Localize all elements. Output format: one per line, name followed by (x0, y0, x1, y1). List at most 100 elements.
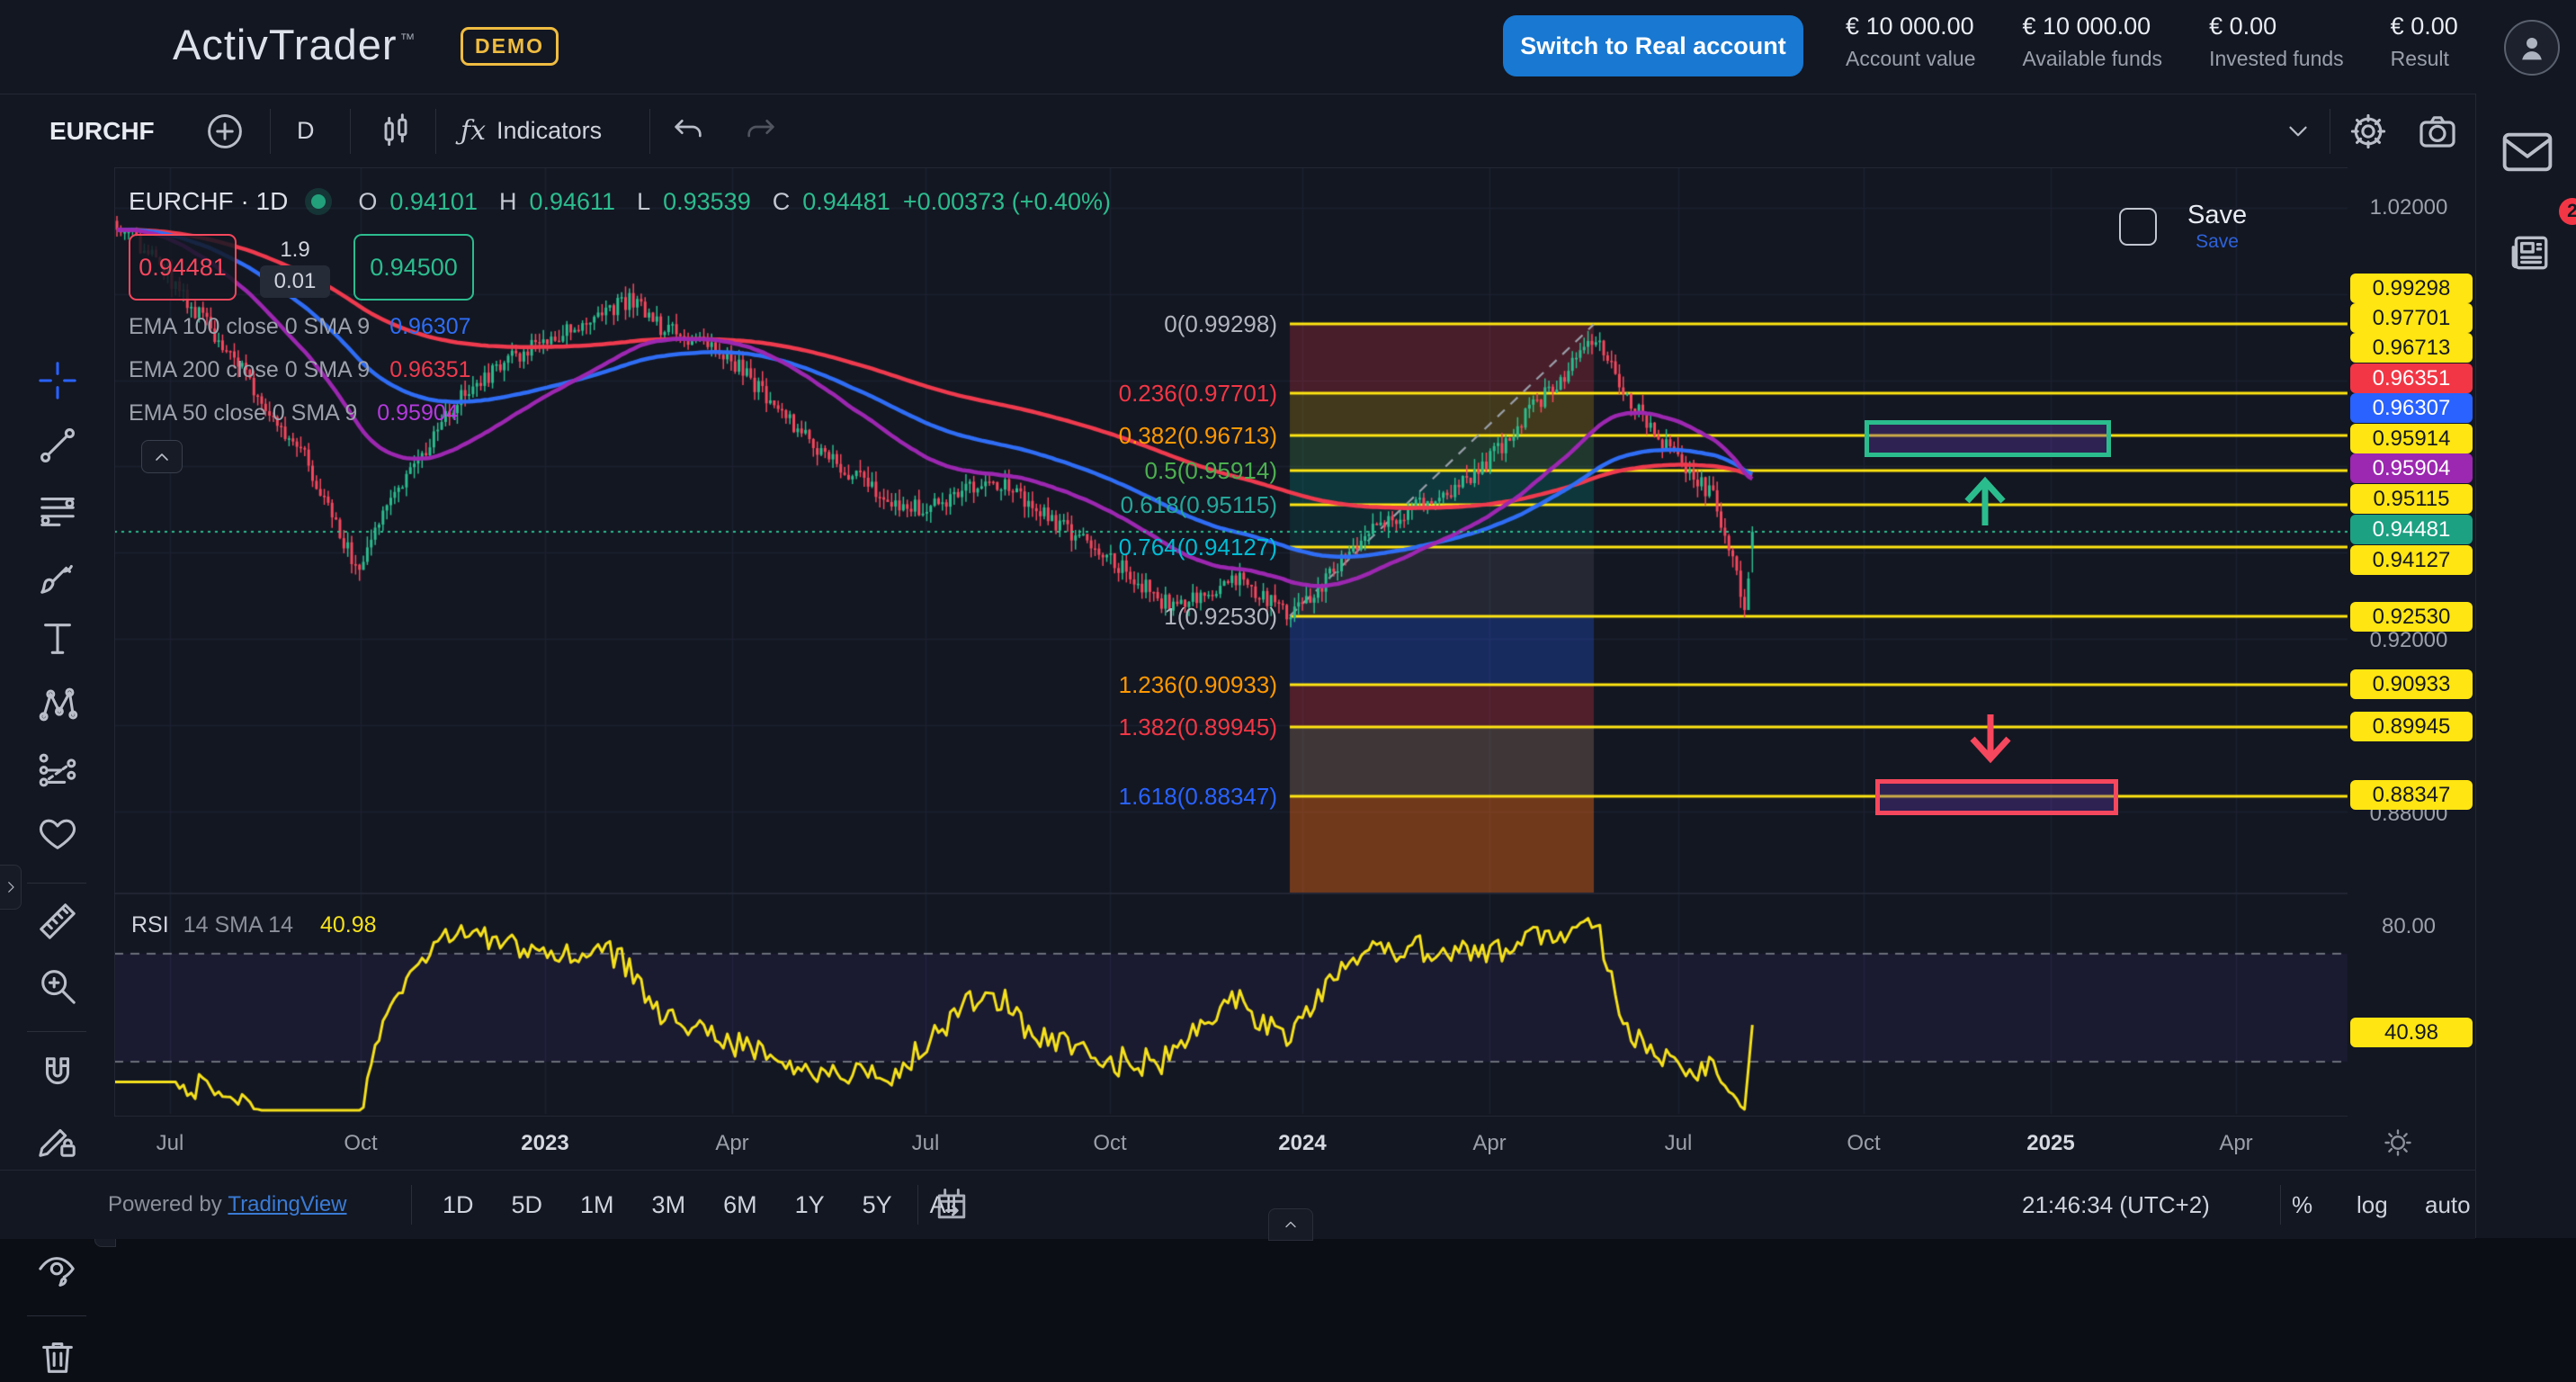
user-avatar[interactable] (2504, 20, 2560, 76)
indicator-legend-row[interactable]: EMA 50 close 0 SMA 9 0.95904 (129, 400, 459, 426)
chevron-up-icon (1285, 1221, 1296, 1228)
plus-circle-icon (208, 113, 242, 148)
remove-drawings-tool[interactable] (32, 1332, 83, 1382)
range-button-5y[interactable]: 5Y (862, 1190, 892, 1218)
timeframe-button[interactable]: D (297, 117, 315, 144)
layout-checkbox[interactable] (2119, 208, 2157, 246)
fib-level-label: 1.236(0.90933) (1118, 671, 1277, 699)
indicator-legend-row[interactable]: EMA 200 close 0 SMA 9 0.96351 (129, 357, 471, 382)
expand-watchlist-tab[interactable] (0, 865, 22, 910)
price-badge: 40.98 (2350, 1018, 2473, 1047)
price-badge: 0.90933 (2350, 669, 2473, 699)
time-axis[interactable]: Jul Oct 2023 Apr Jul Oct 2024 Apr Jul Oct 2025 Apr (114, 1116, 2348, 1171)
percent-scale-button[interactable]: % (2292, 1190, 2313, 1218)
brush-icon (40, 564, 73, 594)
stat-value: € 10 000.00 (2022, 13, 2151, 40)
save-action-link[interactable]: Save (2196, 231, 2239, 252)
resistance-zone-rectangle[interactable] (1865, 420, 2111, 457)
go-to-date-button[interactable] (932, 1171, 971, 1239)
low-label: L (637, 187, 651, 215)
redo-button[interactable] (743, 94, 779, 167)
arrow-down-drawing[interactable] (1964, 711, 2017, 767)
collapse-indicators-button[interactable] (141, 440, 183, 473)
fib-level-label: 0.236(0.97701) (1118, 379, 1277, 407)
range-button-1m[interactable]: 1M (580, 1190, 614, 1218)
spread-value: 1.9 (280, 237, 310, 262)
range-button-3m[interactable]: 3M (651, 1190, 686, 1218)
news-button[interactable] (2507, 230, 2552, 275)
price-badge: 0.92530 (2350, 602, 2473, 632)
price-badge: 0.96713 (2350, 333, 2473, 363)
fib-level-label: 1.382(0.89945) (1118, 713, 1277, 741)
target-zone-rectangle[interactable] (1875, 779, 2118, 815)
fib-level-label: 1(0.92530) (1164, 602, 1277, 630)
market-open-dot[interactable] (311, 194, 326, 209)
forecast-icon (39, 753, 76, 787)
price-badge: 0.94127 (2350, 545, 2473, 575)
clock[interactable]: 21:46:34 (UTC+2) (2022, 1190, 2210, 1218)
text-tool[interactable] (32, 614, 83, 664)
indicator-legend-row[interactable]: EMA 100 close 0 SMA 9 0.96307 (129, 314, 471, 339)
fib-level-label: 0.618(0.95115) (1120, 490, 1277, 518)
stat-label: Result (2390, 47, 2449, 70)
add-symbol-button[interactable] (205, 94, 245, 167)
legend-symbol: EURCHF · 1D (129, 187, 289, 215)
time-label: Jul (1664, 1131, 1693, 1155)
sun-icon (2384, 1129, 2411, 1156)
sell-button[interactable]: 0.94481 (129, 234, 237, 301)
messages-button[interactable]: 2 (2501, 130, 2576, 225)
chart-canvas[interactable] (0, 0, 2576, 1238)
range-button-1d[interactable]: 1D (443, 1190, 474, 1218)
hide-drawings-tool[interactable] (32, 1246, 83, 1297)
save-layout-button[interactable]: Save Save (2187, 201, 2248, 252)
quote-panel: 0.94481 1.9 0.01 0.94500 (129, 234, 474, 301)
point-value: 0.01 (259, 265, 331, 298)
fib-level-label: 0.382(0.96713) (1118, 422, 1277, 450)
trend-line-icon (40, 428, 75, 462)
time-label: Jul (911, 1131, 940, 1155)
rsi-legend[interactable]: RSI 14 SMA 14 40.98 (131, 912, 377, 938)
save-menu-button[interactable] (2283, 94, 2313, 167)
time-label: Oct (344, 1131, 378, 1155)
fib-retracement-tool[interactable] (32, 486, 83, 536)
high-value: 0.94611 (529, 187, 616, 215)
log-scale-button[interactable]: log (2357, 1190, 2388, 1218)
go-to-date-icon (937, 1189, 966, 1219)
axis-price-label: 80.00 (2381, 914, 2437, 938)
chart-legend[interactable]: EURCHF · 1D O 0.94101 H 0.94611 L 0.93539 C… (129, 187, 1111, 216)
screenshot-button[interactable] (2416, 94, 2459, 167)
symbol-label[interactable]: EURCHF (49, 116, 155, 145)
buy-button[interactable]: 0.94500 (353, 234, 474, 301)
emoji-tool[interactable] (32, 808, 83, 858)
pattern-tool[interactable] (32, 679, 83, 730)
open-value: 0.94101 (389, 187, 478, 215)
chart-settings-button[interactable] (2348, 94, 2389, 167)
price-scale[interactable]: 1.02000 0.92000 0.88000 80.00 0.99298 0.97701… (2348, 167, 2475, 1116)
magnet-tool[interactable] (32, 1049, 83, 1099)
arrow-up-drawing[interactable] (1959, 473, 2011, 529)
chart-style-button[interactable] (376, 94, 416, 167)
camera-icon (2419, 115, 2455, 148)
zoom-in-tool[interactable] (32, 961, 83, 1011)
crosshair-tool[interactable] (32, 355, 83, 406)
price-badge: 0.94481 (2350, 515, 2473, 544)
auto-scale-button[interactable]: auto (2425, 1190, 2471, 1218)
axis-settings-button[interactable] (2382, 1126, 2414, 1159)
undo-button[interactable] (670, 94, 706, 167)
expand-panel-tab[interactable] (1268, 1208, 1313, 1241)
forecast-tool[interactable] (32, 745, 83, 795)
trend-line-tool[interactable] (32, 420, 83, 471)
range-button-1y[interactable]: 1Y (794, 1190, 825, 1218)
switch-to-real-account-button[interactable]: Switch to Real account (1503, 15, 1803, 76)
drawing-mode-lock-tool[interactable] (32, 1115, 83, 1165)
indicators-button[interactable]: ƒx Indicators (461, 115, 603, 147)
measure-tool[interactable] (32, 896, 83, 947)
redo-icon (747, 119, 774, 137)
range-button-6m[interactable]: 6M (723, 1190, 757, 1218)
tradingview-link[interactable]: TradingView (228, 1192, 347, 1216)
range-button-5d[interactable]: 5D (511, 1190, 543, 1218)
stat-value: € 10 000.00 (1846, 13, 1974, 40)
brush-tool[interactable] (32, 552, 83, 602)
candles-icon (384, 112, 407, 146)
